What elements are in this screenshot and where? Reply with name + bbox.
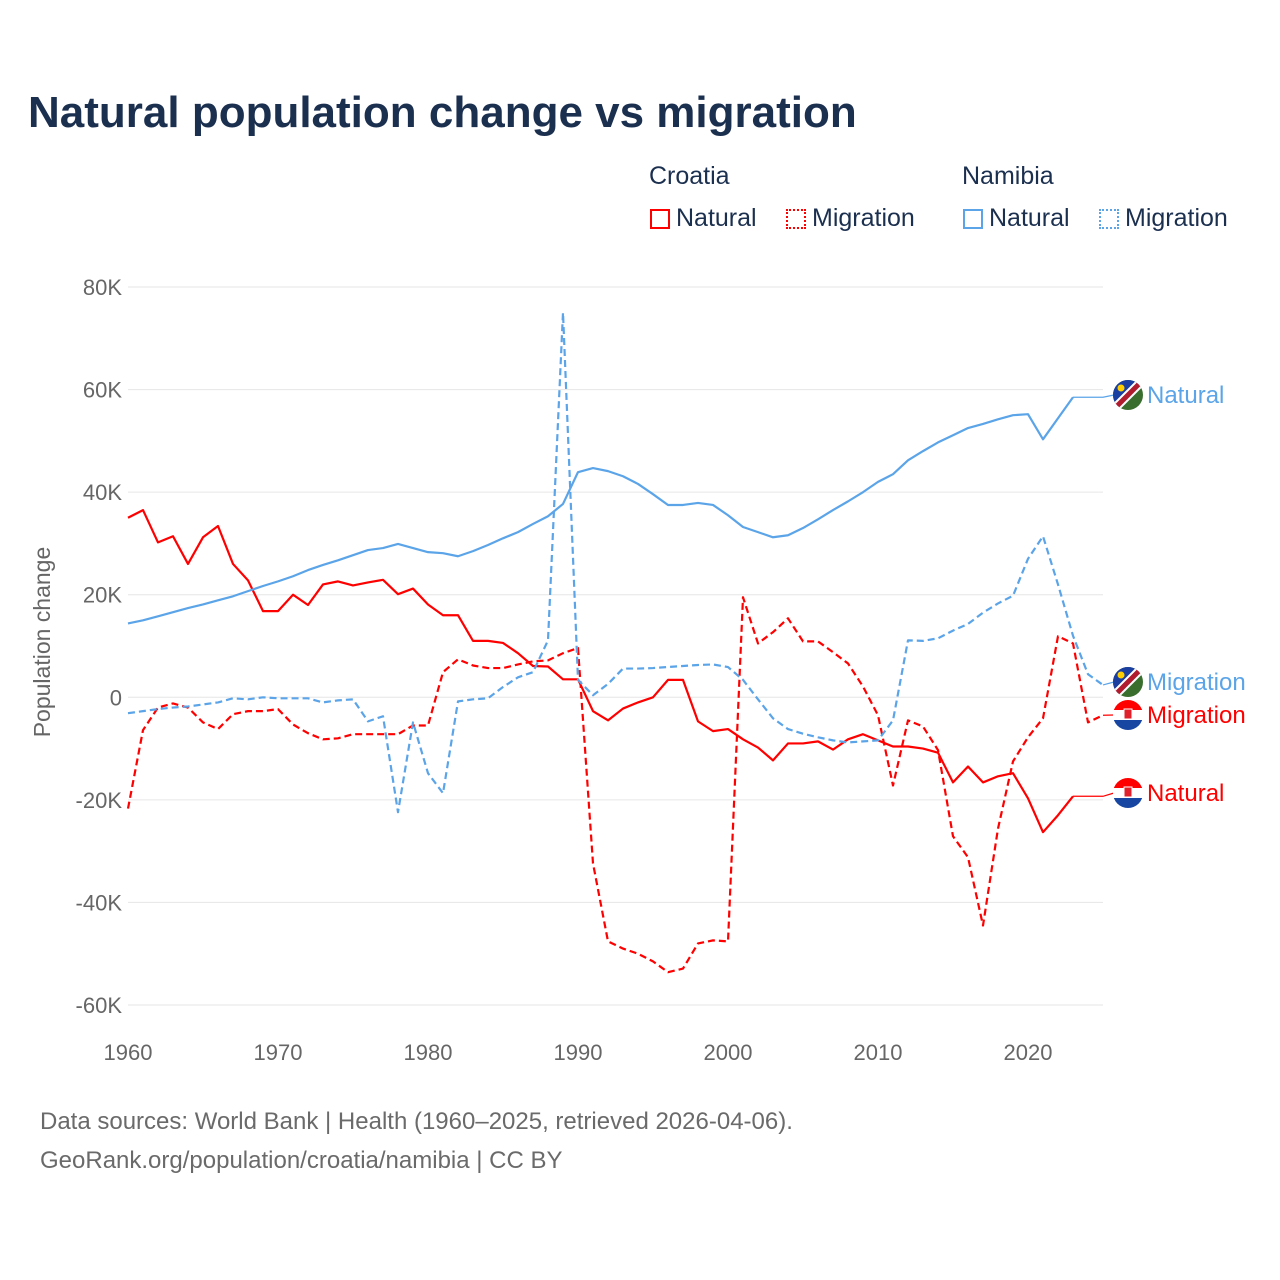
x-tick-label: 1970 bbox=[254, 1040, 303, 1065]
x-tick-label: 1980 bbox=[404, 1040, 453, 1065]
legend-label: Natural bbox=[676, 204, 757, 232]
footer-link[interactable]: GeoRank.org/population/croatia/namibia |… bbox=[40, 1147, 563, 1174]
series-line-croatia-natural[interactable] bbox=[127, 508, 1074, 834]
legend-swatch-dotted bbox=[786, 208, 806, 229]
series-line-croatia-migration[interactable] bbox=[126, 596, 1104, 974]
legend-swatch-dotted bbox=[1099, 208, 1119, 229]
end-label: Natural bbox=[1147, 382, 1224, 409]
namibia-flag-icon bbox=[1113, 667, 1143, 697]
y-tick-label: -40K bbox=[76, 890, 123, 915]
namibia-flag-icon bbox=[1113, 380, 1143, 410]
legend-label: Migration bbox=[812, 204, 915, 232]
end-label: Natural bbox=[1147, 780, 1224, 807]
legend-namibia-migration[interactable]: Migration bbox=[1099, 204, 1228, 233]
x-tick-label: 2010 bbox=[854, 1040, 903, 1065]
footer-sources: Data sources: World Bank | Health (1960–… bbox=[40, 1108, 793, 1135]
x-tick-label: 1960 bbox=[104, 1040, 153, 1065]
y-tick-label: -20K bbox=[76, 788, 123, 813]
x-tick-label: 2000 bbox=[704, 1040, 753, 1065]
y-tick-label: 60K bbox=[83, 378, 122, 403]
y-tick-label: 80K bbox=[83, 275, 122, 300]
legend-swatch-solid bbox=[963, 208, 983, 229]
y-tick-label: 40K bbox=[83, 480, 122, 505]
label-connector bbox=[1102, 681, 1115, 686]
legend-label: Migration bbox=[1125, 204, 1228, 232]
legend-group-namibia: Namibia bbox=[962, 162, 1054, 190]
series-line-namibia-natural[interactable] bbox=[127, 396, 1074, 625]
legend-namibia-natural[interactable]: Natural bbox=[963, 204, 1070, 233]
y-axis-label: Population change bbox=[29, 547, 55, 738]
y-tick-label: 20K bbox=[83, 583, 122, 608]
chart-title: Natural population change vs migration bbox=[28, 88, 857, 137]
label-connector bbox=[1073, 792, 1115, 797]
y-tick-label: -60K bbox=[76, 993, 123, 1018]
y-tick-label: 0 bbox=[110, 685, 122, 710]
label-connector bbox=[1073, 394, 1115, 398]
series-line-namibia-migration[interactable] bbox=[127, 311, 1104, 814]
legend-swatch-solid bbox=[650, 208, 670, 229]
croatia-flag-icon bbox=[1113, 700, 1143, 730]
end-label: Migration bbox=[1147, 669, 1246, 696]
legend-croatia-migration[interactable]: Migration bbox=[786, 204, 915, 233]
end-label: Migration bbox=[1147, 702, 1246, 729]
legend-label: Natural bbox=[989, 204, 1070, 232]
x-tick-label: 2020 bbox=[1004, 1040, 1053, 1065]
legend-croatia-natural[interactable]: Natural bbox=[650, 204, 757, 233]
croatia-flag-icon bbox=[1113, 778, 1143, 808]
legend-group-croatia: Croatia bbox=[649, 162, 730, 190]
x-tick-label: 1990 bbox=[554, 1040, 603, 1065]
